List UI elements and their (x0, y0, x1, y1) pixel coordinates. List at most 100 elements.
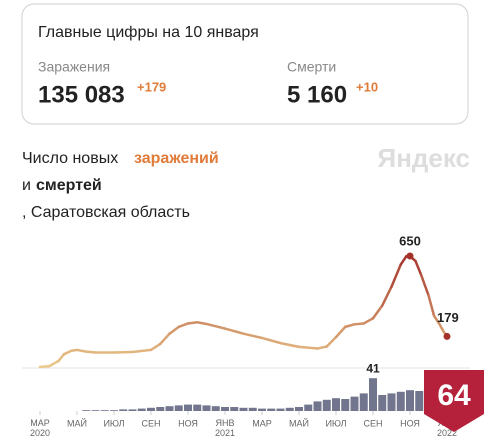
line-segment (325, 335, 338, 348)
bar (258, 408, 266, 411)
point (406, 252, 414, 260)
line-segment (427, 294, 436, 318)
bar (202, 405, 211, 411)
line-segment (57, 352, 66, 363)
line-segment (432, 314, 441, 326)
line-segment (334, 325, 347, 339)
watermark: Яндекс (378, 143, 471, 173)
bar (313, 401, 322, 411)
x-tick-label: НОЯ (400, 418, 420, 428)
bar (156, 407, 165, 411)
line-segment (196, 321, 208, 326)
x-tick-label: МАЙ (67, 417, 87, 428)
line-segment (438, 323, 445, 333)
line-segment (75, 348, 88, 353)
chart-title: , Саратовская область (22, 204, 190, 221)
line-segment (223, 327, 245, 335)
badge-text: 64 (437, 379, 471, 412)
line-segment (316, 345, 328, 350)
stat-label: Заражения (38, 59, 110, 75)
bar (378, 395, 387, 411)
line-segment (159, 332, 171, 346)
bar (396, 391, 405, 411)
bar (248, 407, 257, 411)
point (443, 332, 451, 340)
stat-delta: +10 (356, 79, 378, 94)
bar (147, 407, 155, 411)
stat-delta: +179 (137, 79, 166, 94)
x-tick-label: НОЯ (178, 418, 198, 428)
summary-card (21, 3, 469, 125)
line-segment (297, 345, 319, 350)
line-segment (242, 332, 264, 340)
line-segment (85, 350, 97, 354)
line-segment (390, 263, 402, 288)
bar (128, 409, 137, 411)
bar (174, 405, 183, 411)
bar (184, 404, 192, 411)
line-segment (419, 273, 430, 297)
bar (387, 393, 396, 411)
line-segment (279, 341, 301, 349)
line-segment (48, 359, 60, 368)
line-segment (62, 349, 73, 356)
bar (406, 390, 414, 411)
line-segment (362, 317, 375, 325)
line-segment (414, 259, 423, 277)
bar (295, 407, 303, 411)
value-label: 41 (366, 361, 380, 375)
line-segment (149, 342, 162, 352)
bar (369, 378, 377, 411)
x-tick-label: ИЮЛ (325, 418, 346, 428)
bar (322, 399, 331, 411)
bar (332, 398, 340, 411)
bar (267, 408, 276, 411)
bar (350, 396, 359, 411)
bar (110, 410, 118, 411)
line-segment (205, 322, 227, 330)
bar (239, 407, 248, 411)
bar (341, 399, 350, 411)
x-tick-label: МАЙ (289, 417, 309, 428)
bar (304, 404, 313, 411)
badge (424, 370, 484, 432)
bar (221, 407, 229, 411)
x-tick-label: МАР 2020 (30, 418, 50, 438)
chart-title: и (22, 177, 31, 194)
line-segment (260, 336, 282, 345)
x-tick-label: СЕН (363, 418, 382, 428)
line-segment (186, 321, 199, 325)
bar (100, 410, 109, 411)
x-tick-label: СЕН (141, 418, 160, 428)
bar (165, 406, 174, 411)
line-segment (381, 285, 393, 307)
x-tick-label: ЯНВ 2021 (215, 418, 235, 438)
value-label: 179 (437, 310, 459, 325)
bar (285, 407, 294, 411)
line-segment (371, 304, 384, 320)
line-segment (344, 323, 356, 329)
x-tick-label: МАР (252, 418, 272, 428)
line-segment (38, 364, 51, 369)
bar (415, 391, 424, 411)
stat-label: Смерти (287, 59, 336, 75)
legend-entry: смертей (36, 177, 102, 194)
line-segment (112, 350, 134, 354)
stat-value: 135 083 (38, 81, 125, 108)
bar (119, 409, 128, 411)
value-label: 650 (399, 233, 421, 248)
bar (137, 408, 146, 411)
line-segment (353, 322, 365, 326)
bar (82, 410, 91, 411)
bar (359, 393, 368, 411)
bar (193, 404, 202, 411)
bar (211, 406, 220, 411)
bar (91, 410, 100, 411)
line-segment (131, 348, 153, 354)
stat-value: 5 160 (287, 81, 347, 108)
x-tick-label: ИЮЛ (103, 418, 124, 428)
legend-entry: заражений (134, 150, 219, 167)
line-segment (399, 255, 408, 266)
